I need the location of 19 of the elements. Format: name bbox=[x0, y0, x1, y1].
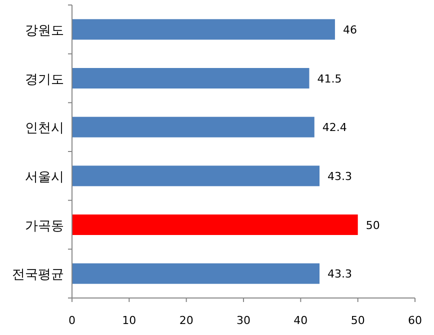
data-label: 43.3 bbox=[328, 170, 352, 183]
x-tick-label: 50 bbox=[350, 314, 365, 327]
y-tick-label: 인천시 bbox=[25, 121, 64, 136]
data-label: 50 bbox=[366, 218, 380, 232]
y-tick-label: 강원도 bbox=[25, 23, 64, 38]
x-tick-label: 30 bbox=[236, 314, 250, 327]
y-tick-label: 가곡동 bbox=[25, 218, 64, 234]
data-label: 43.3 bbox=[328, 268, 352, 281]
data-label: 42.4 bbox=[322, 121, 347, 134]
y-tick-label: 서울시 bbox=[25, 170, 64, 185]
y-tick-label: 경기도 bbox=[25, 72, 64, 88]
x-tick-label: 40 bbox=[294, 314, 308, 327]
y-tick-label: 전국평균 bbox=[12, 268, 64, 283]
x-tick-label: 60 bbox=[408, 314, 422, 327]
data-label: 46 bbox=[342, 23, 357, 36]
x-tick-label: 0 bbox=[68, 314, 76, 327]
x-tick-label: 10 bbox=[122, 314, 136, 327]
x-tick-label: 20 bbox=[179, 314, 194, 327]
data-label: 41.5 bbox=[317, 72, 342, 86]
